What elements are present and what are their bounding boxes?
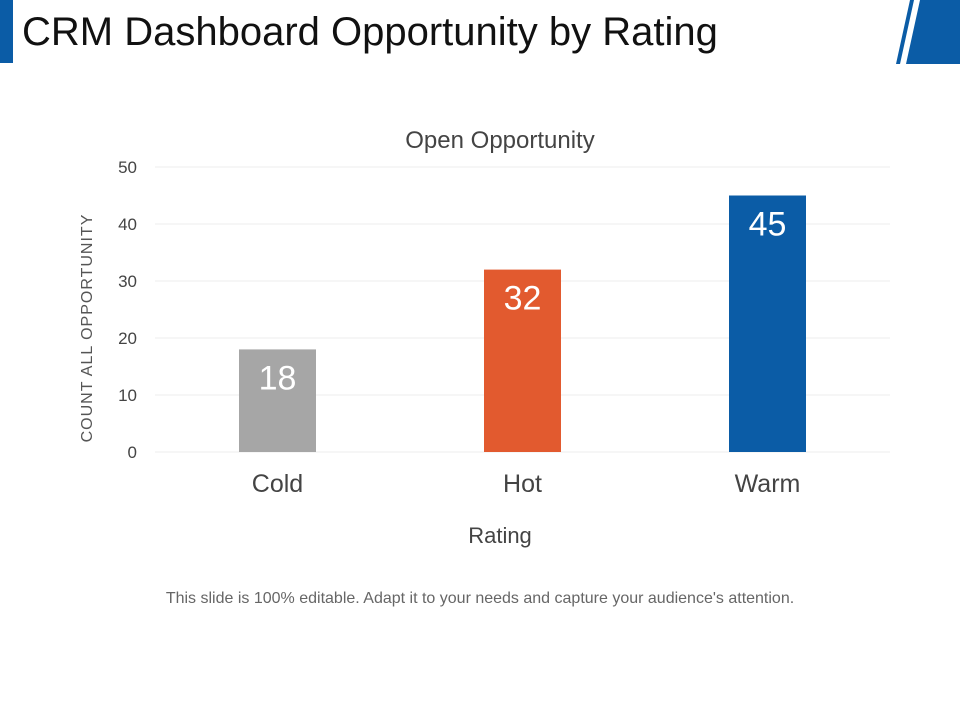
y-tick-label: 0 xyxy=(128,443,137,462)
y-tick-label: 10 xyxy=(118,386,137,405)
bar-cold xyxy=(239,349,316,452)
x-axis-ticks: Cold Hot Warm xyxy=(252,470,801,498)
data-label-cold: 18 xyxy=(259,359,297,397)
chart-bars: 18 32 45 xyxy=(239,195,806,452)
x-tick-label-hot: Hot xyxy=(503,470,542,498)
chart-title: Open Opportunity xyxy=(405,127,594,154)
title-accent-bar xyxy=(0,0,13,63)
y-axis-label: COUNT ALL OPPORTUNITY xyxy=(79,214,96,443)
data-label-hot: 32 xyxy=(504,280,542,318)
data-label-warm: 45 xyxy=(749,206,787,244)
footer-note: This slide is 100% editable. Adapt it to… xyxy=(165,590,795,607)
bar-hot xyxy=(484,269,561,452)
page-title: CRM Dashboard Opportunity by Rating xyxy=(22,10,718,54)
x-tick-label-warm: Warm xyxy=(735,470,801,498)
y-tick-label: 50 xyxy=(118,158,137,177)
x-tick-label-cold: Cold xyxy=(252,470,303,498)
y-tick-label: 20 xyxy=(118,329,137,348)
corner-stripes-logo xyxy=(896,0,960,64)
x-axis-label: Rating xyxy=(468,523,532,548)
y-axis-ticks: 0 10 20 30 40 50 xyxy=(118,158,137,462)
y-tick-label: 30 xyxy=(118,272,137,291)
y-tick-label: 40 xyxy=(118,215,137,234)
bar-warm xyxy=(729,195,806,452)
